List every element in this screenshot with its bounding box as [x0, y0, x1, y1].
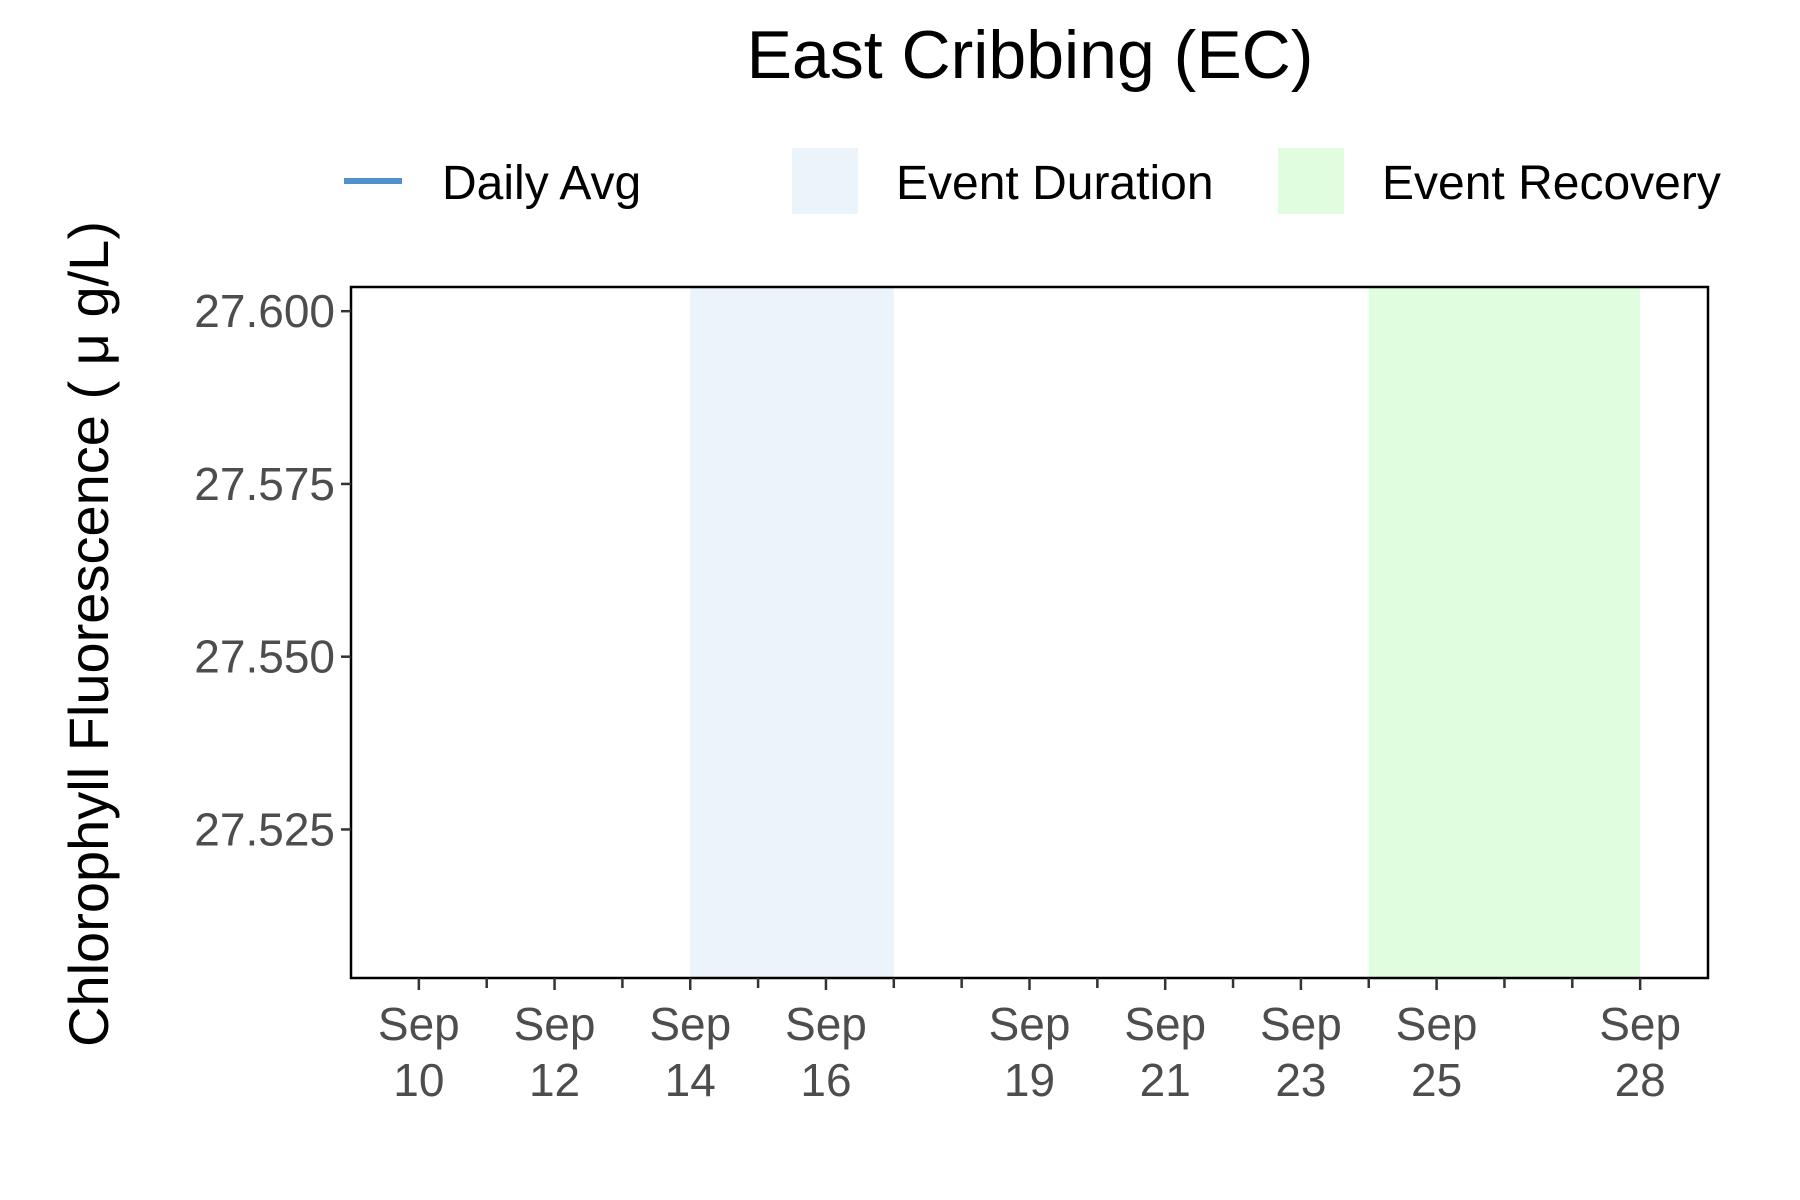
x-tick-label: Sep 23: [1260, 998, 1342, 1106]
legend-key-event-duration: [792, 148, 858, 214]
band-event-recovery: [1368, 287, 1641, 978]
y-tick-label: 27.550: [194, 631, 335, 683]
x-tick-label-day: 23: [1275, 1054, 1326, 1106]
x-tick-label-month: Sep: [989, 998, 1071, 1050]
x-tick-label-day: 19: [1004, 1054, 1055, 1106]
y-tick-label: 27.575: [194, 458, 335, 510]
x-tick-label-month: Sep: [514, 998, 596, 1050]
x-tick-label-month: Sep: [1396, 998, 1478, 1050]
x-tick-label-month: Sep: [785, 998, 867, 1050]
x-tick-label: Sep 14: [649, 998, 731, 1106]
x-tick-label-month: Sep: [649, 998, 731, 1050]
y-axis-title: Chlorophyll Fluorescence ( μ g/L): [57, 221, 120, 1047]
band-event-duration: [690, 287, 894, 978]
x-tick-label: Sep 19: [989, 998, 1071, 1106]
x-tick-label-month: Sep: [378, 998, 460, 1050]
chart-title: East Cribbing (EC): [747, 17, 1314, 93]
x-tick-label: Sep 12: [514, 998, 596, 1106]
x-tick-label: Sep 28: [1599, 998, 1681, 1106]
legend-label-event-recovery: Event Recovery: [1382, 157, 1721, 210]
x-tick-label-month: Sep: [1260, 998, 1342, 1050]
x-tick-label: Sep 21: [1124, 998, 1206, 1106]
y-tick-label: 27.600: [194, 285, 335, 337]
x-tick-label-day: 12: [529, 1054, 580, 1106]
legend: Daily Avg Event Duration Event Recovery: [344, 148, 1721, 214]
legend-label-daily-avg: Daily Avg: [442, 157, 641, 210]
x-tick-label: Sep 25: [1396, 998, 1478, 1106]
x-tick-label: Sep 16: [785, 998, 867, 1106]
x-tick-label-day: 14: [665, 1054, 716, 1106]
y-tick-label: 27.525: [194, 803, 335, 855]
x-tick-label-day: 16: [800, 1054, 851, 1106]
x-tick-label: Sep 10: [378, 998, 460, 1106]
legend-label-event-duration: Event Duration: [896, 157, 1214, 210]
x-tick-label-day: 10: [393, 1054, 444, 1106]
x-tick-label-month: Sep: [1124, 998, 1206, 1050]
x-tick-label-day: 25: [1411, 1054, 1462, 1106]
x-tick-label-day: 21: [1140, 1054, 1191, 1106]
x-tick-label-day: 28: [1615, 1054, 1666, 1106]
x-tick-label-month: Sep: [1599, 998, 1681, 1050]
legend-key-event-recovery: [1278, 148, 1344, 214]
